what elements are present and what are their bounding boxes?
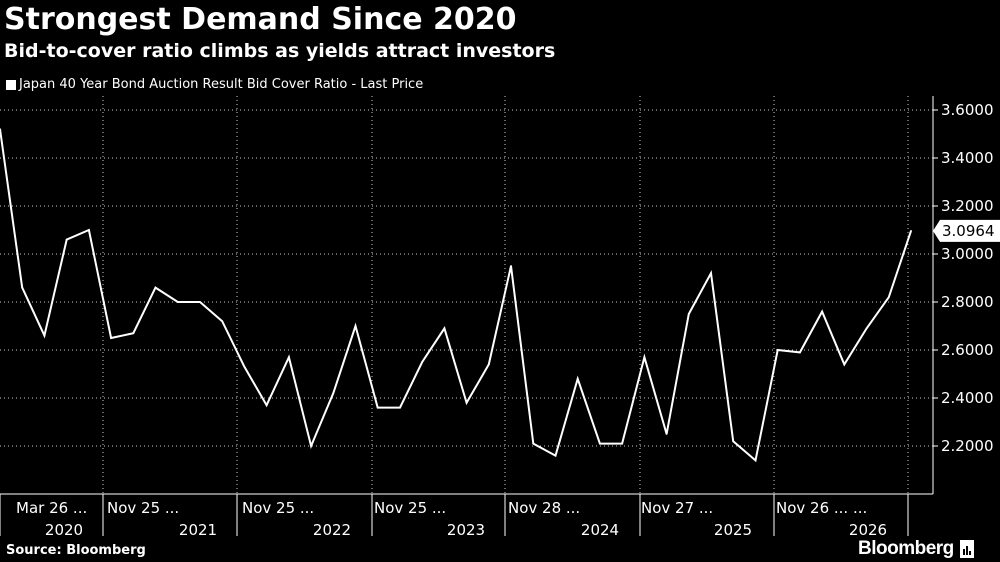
x-year-label: 2021 (179, 521, 217, 539)
axis-labels: 2.2000 2.4000 2.6000 2.8000 3.0000 3.2000 3.40… (16, 101, 1000, 539)
x-tick-label: Mar 26 ... (16, 499, 87, 517)
data-point (799, 351, 801, 354)
source-note: Source: Bloomberg (6, 543, 146, 558)
brand-logo: Bloomberg (858, 538, 974, 560)
data-point (910, 229, 912, 232)
data-point (621, 442, 624, 445)
data-point (87, 229, 90, 231)
x-year-label: 2023 (447, 521, 485, 539)
x-year-label: 2020 (45, 521, 83, 539)
x-tick-label: Nov 25 ... (374, 499, 446, 517)
data-point (110, 337, 112, 339)
legend: Japan 40 Year Bond Auction Result Bid Co… (6, 77, 423, 92)
data-point (576, 377, 579, 380)
y-tick-label: 3.2000 (941, 197, 994, 215)
x-year-label: 2026 (849, 521, 887, 539)
data-point (643, 356, 646, 359)
data-point (0, 128, 1, 131)
data-point (310, 445, 312, 447)
data-point (754, 459, 757, 462)
axes (0, 96, 938, 536)
data-point (821, 310, 824, 313)
x-tick-label: Nov 25 ... (107, 499, 179, 517)
data-point (43, 334, 46, 337)
last-value-label: 3.0964 (942, 222, 995, 240)
x-tick-label: Nov 28 ... (508, 499, 580, 517)
x-year-label: 2022 (313, 521, 351, 539)
data-point (710, 272, 712, 275)
bar-chart-icon (959, 540, 974, 558)
x-tick-label: Nov 26 ... ... (776, 499, 867, 517)
data-point (510, 265, 512, 267)
data-point (732, 440, 735, 443)
data-point (176, 301, 179, 303)
data-point (199, 301, 201, 303)
y-tick-label: 2.2000 (941, 437, 994, 455)
data-point (554, 454, 557, 457)
x-tick-label: Nov 25 ... (242, 499, 314, 517)
data-point (354, 325, 357, 327)
series-line (0, 129, 912, 463)
data-point (487, 363, 490, 366)
data-point (287, 356, 290, 359)
chart-title: Strongest Demand Since 2020 (4, 2, 517, 37)
last-value-tag (933, 219, 1000, 242)
data-point (887, 296, 890, 299)
data-point (332, 392, 335, 395)
y-tick-label: 3.0000 (941, 245, 994, 263)
data-point (665, 433, 668, 435)
chart-subtitle: Bid-to-cover ratio climbs as yields attr… (4, 40, 556, 62)
data-point (21, 286, 24, 289)
data-point (843, 363, 846, 366)
legend-label: Japan 40 Year Bond Auction Result Bid Co… (19, 77, 424, 92)
data-point (599, 442, 601, 445)
data-point (221, 320, 224, 323)
y-tick-label: 2.6000 (941, 341, 994, 359)
brand-name: Bloomberg (858, 538, 954, 559)
series-layer (0, 128, 912, 463)
y-tick-label: 2.4000 (941, 389, 994, 407)
data-point (399, 406, 401, 409)
y-tick-label: 2.8000 (941, 293, 994, 311)
data-point (154, 286, 157, 289)
data-point (687, 313, 690, 315)
data-point (243, 365, 246, 368)
data-point (376, 406, 379, 409)
data-point (443, 327, 446, 330)
data-point (132, 332, 135, 335)
legend-swatch (6, 79, 16, 90)
data-point (65, 238, 68, 241)
data-point (865, 327, 868, 330)
data-point (421, 361, 424, 363)
data-point (265, 404, 268, 407)
x-tick-label: Nov 27 ... (641, 499, 713, 517)
data-point (532, 442, 535, 445)
grid-lines (0, 96, 933, 494)
data-point (465, 401, 468, 404)
y-tick-label: 3.4000 (941, 149, 994, 167)
x-year-label: 2025 (714, 521, 752, 539)
y-tick-label: 3.6000 (941, 101, 994, 119)
x-year-label: 2024 (581, 521, 619, 539)
data-point (776, 349, 779, 351)
